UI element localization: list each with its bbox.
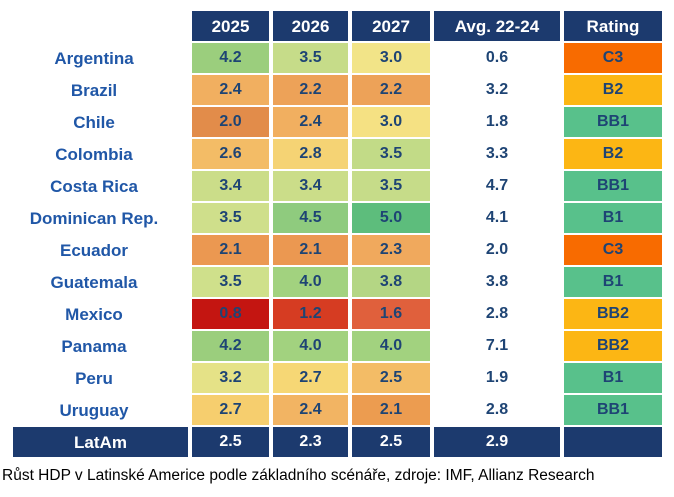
rating-badge: C3 [564,235,662,265]
gdp-value-cell: 2.7 [273,363,348,393]
gdp-value-cell: 3.8 [352,267,430,297]
gdp-value-cell: 4.0 [273,267,348,297]
avg-value-cell: 1.8 [434,107,560,137]
gdp-value-cell: 3.5 [352,171,430,201]
gdp-value-cell: 5.0 [352,203,430,233]
avg-value-cell: 2.8 [434,395,560,425]
gdp-value-cell: 2.1 [273,235,348,265]
rating-badge: B1 [564,363,662,393]
country-label: Mexico [0,299,188,329]
gdp-value-cell: 4.2 [192,43,269,73]
avg-value-cell: 0.6 [434,43,560,73]
gdp-value-cell: 3.5 [352,139,430,169]
latam-value-cell: 2.5 [192,427,269,457]
header-cell-0: 2025 [192,11,269,41]
country-label: Chile [0,107,188,137]
gdp-value-cell: 2.1 [192,235,269,265]
gdp-value-cell: 2.0 [192,107,269,137]
rating-badge: BB2 [564,299,662,329]
gdp-value-cell: 2.2 [352,75,430,105]
latam-row-label: LatAm [13,427,188,457]
avg-value-cell: 2.0 [434,235,560,265]
rating-badge: C3 [564,43,662,73]
gdp-value-cell: 3.0 [352,107,430,137]
gdp-value-cell: 2.8 [273,139,348,169]
gdp-value-cell: 2.4 [192,75,269,105]
latam-value-cell: 2.3 [273,427,348,457]
gdp-value-cell: 2.4 [273,107,348,137]
avg-value-cell: 4.7 [434,171,560,201]
country-label: Argentina [0,43,188,73]
gdp-value-cell: 2.1 [352,395,430,425]
avg-value-cell: 3.2 [434,75,560,105]
avg-value-cell: 2.8 [434,299,560,329]
avg-value-cell: 3.3 [434,139,560,169]
country-label: Panama [0,331,188,361]
rating-badge: BB1 [564,395,662,425]
gdp-value-cell: 4.0 [273,331,348,361]
avg-value-cell: 7.1 [434,331,560,361]
rating-badge: BB1 [564,107,662,137]
country-label: Costa Rica [0,171,188,201]
rating-badge: B1 [564,203,662,233]
latam-rating-cell [564,427,662,457]
avg-value-cell: 1.9 [434,363,560,393]
rating-badge: B1 [564,267,662,297]
country-label: Uruguay [0,395,188,425]
gdp-value-cell: 3.5 [192,203,269,233]
gdp-value-cell: 4.0 [352,331,430,361]
header-cell-1: 2026 [273,11,348,41]
rating-badge: BB1 [564,171,662,201]
table-caption: Růst HDP v Latinské Americe podle základ… [2,467,595,484]
country-label: Guatemala [0,267,188,297]
country-label: Peru [0,363,188,393]
country-label: Ecuador [0,235,188,265]
rating-badge: B2 [564,139,662,169]
gdp-value-cell: 2.5 [352,363,430,393]
gdp-value-cell: 2.2 [273,75,348,105]
header-cell-3: Avg. 22-24 [434,11,560,41]
gdp-value-cell: 2.4 [273,395,348,425]
header-cell-2: 2027 [352,11,430,41]
gdp-value-cell: 2.3 [352,235,430,265]
gdp-value-cell: 1.6 [352,299,430,329]
gdp-value-cell: 3.5 [273,43,348,73]
latam-avg-cell: 2.9 [434,427,560,457]
header-corner [0,11,188,41]
avg-value-cell: 4.1 [434,203,560,233]
gdp-value-cell: 4.2 [192,331,269,361]
gdp-value-cell: 0.8 [192,299,269,329]
avg-value-cell: 3.8 [434,267,560,297]
gdp-value-cell: 3.2 [192,363,269,393]
gdp-value-cell: 3.5 [192,267,269,297]
gdp-value-cell: 3.4 [273,171,348,201]
gdp-value-cell: 2.7 [192,395,269,425]
gdp-value-cell: 2.6 [192,139,269,169]
header-cell-4: Rating [564,11,662,41]
country-label: Colombia [0,139,188,169]
gdp-value-cell: 1.2 [273,299,348,329]
gdp-value-cell: 3.4 [192,171,269,201]
latam-value-cell: 2.5 [352,427,430,457]
rating-badge: B2 [564,75,662,105]
gdp-heatmap-table: 2025 2026 2027 Avg. 22-24 Rating Argentina 4.2… [0,11,662,457]
country-label: Dominican Rep. [0,203,188,233]
gdp-value-cell: 4.5 [273,203,348,233]
gdp-value-cell: 3.0 [352,43,430,73]
country-label: Brazil [0,75,188,105]
rating-badge: BB2 [564,331,662,361]
